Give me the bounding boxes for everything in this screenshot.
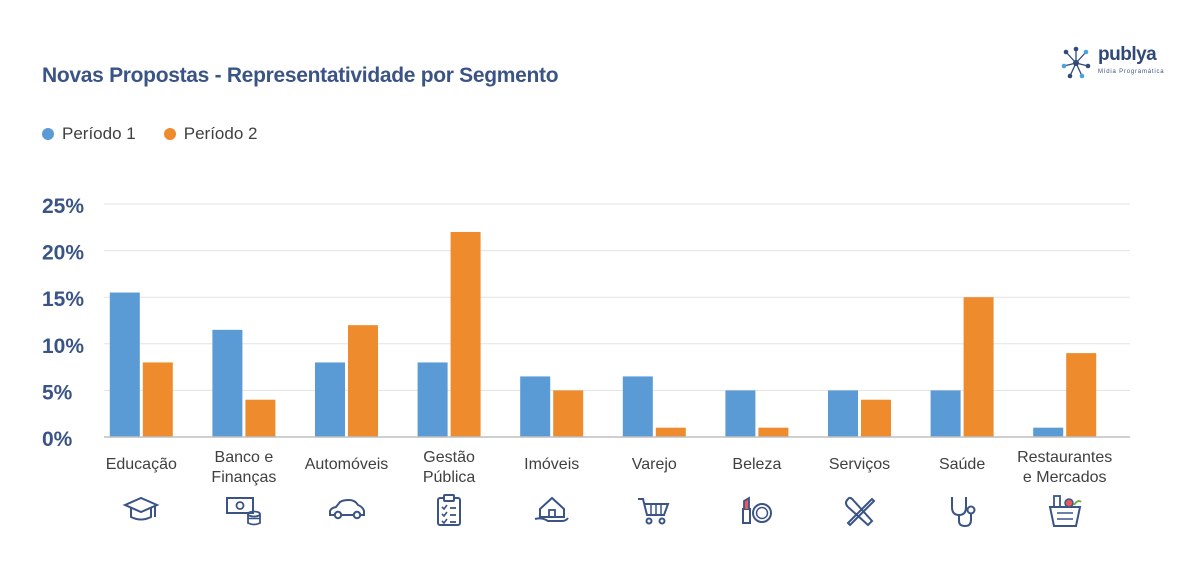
money-coins-icon [224,493,264,527]
graduation-cap-icon [121,493,161,527]
chart-legend: Período 1 Período 2 [42,124,257,144]
legend-label-periodo-1: Período 1 [62,124,136,143]
x-tick-label: Banco e Finanças [211,449,277,486]
bar-2-4 [553,390,584,437]
publya-logo-icon [1061,46,1091,79]
publya-logo: publya Mídia Programática [1060,44,1170,84]
bar-1-5 [622,376,653,437]
legend-item-periodo-2: Período 2 [163,124,258,144]
x-tick-label: Educação [105,456,177,473]
bar-1-1 [212,329,243,437]
x-tick-label: Restaurantes e Mercados [1017,449,1113,486]
y-tick-label: 10% [42,335,84,358]
grocery-bag-icon [1045,493,1085,527]
clipboard-checklist-icon [429,493,469,527]
y-tick-label: 0% [42,428,73,451]
x-tick-label: Saúde [938,456,986,473]
legend-label-periodo-2: Período 2 [183,124,258,143]
bar-2-2 [348,325,378,437]
y-tick-label: 5% [42,381,73,404]
legend-item-periodo-1: Período 1 [42,124,136,144]
bar-1-9 [1033,427,1064,437]
chart-title: Novas Propostas - Representatividade por… [42,64,559,87]
x-tick-label: Serviços [828,456,891,473]
y-tick-label: 20% [42,242,84,265]
y-tick-label: 15% [42,288,84,311]
bar-1-3 [417,362,448,437]
bar-1-6 [725,390,756,437]
logo-name: publya [1098,44,1157,65]
stethoscope-icon [942,493,982,528]
bar-1-4 [520,376,551,437]
x-tick-label: Beleza [732,456,782,473]
logo-subtitle: Mídia Programática [1098,69,1165,75]
bar-1-8 [930,390,961,437]
shopping-cart-icon [634,493,674,527]
bar-2-8 [963,297,994,437]
car-icon [327,493,367,527]
bar-2-7 [861,399,891,437]
lipstick-compact-icon [737,493,777,527]
legend-swatch-periodo-2 [163,128,176,140]
bar-2-0 [142,362,173,437]
bar-2-1 [245,399,276,437]
bar-1-0 [109,292,140,437]
bar-2-6 [758,427,789,437]
y-tick-label: 25% [42,195,84,218]
legend-swatch-periodo-1 [42,128,54,140]
bar-1-7 [828,390,858,437]
wrench-screwdriver-icon [840,493,880,527]
bar-2-3 [450,231,481,437]
house-hand-icon [532,493,572,527]
bar-1-2 [315,362,345,437]
x-tick-label: Imóveis [524,456,580,473]
x-tick-label: Gestão Pública [422,449,476,486]
bar-2-9 [1066,353,1097,437]
x-tick-label: Automóveis [304,456,389,473]
x-tick-label: Varejo [631,456,677,473]
bar-2-5 [655,427,686,437]
